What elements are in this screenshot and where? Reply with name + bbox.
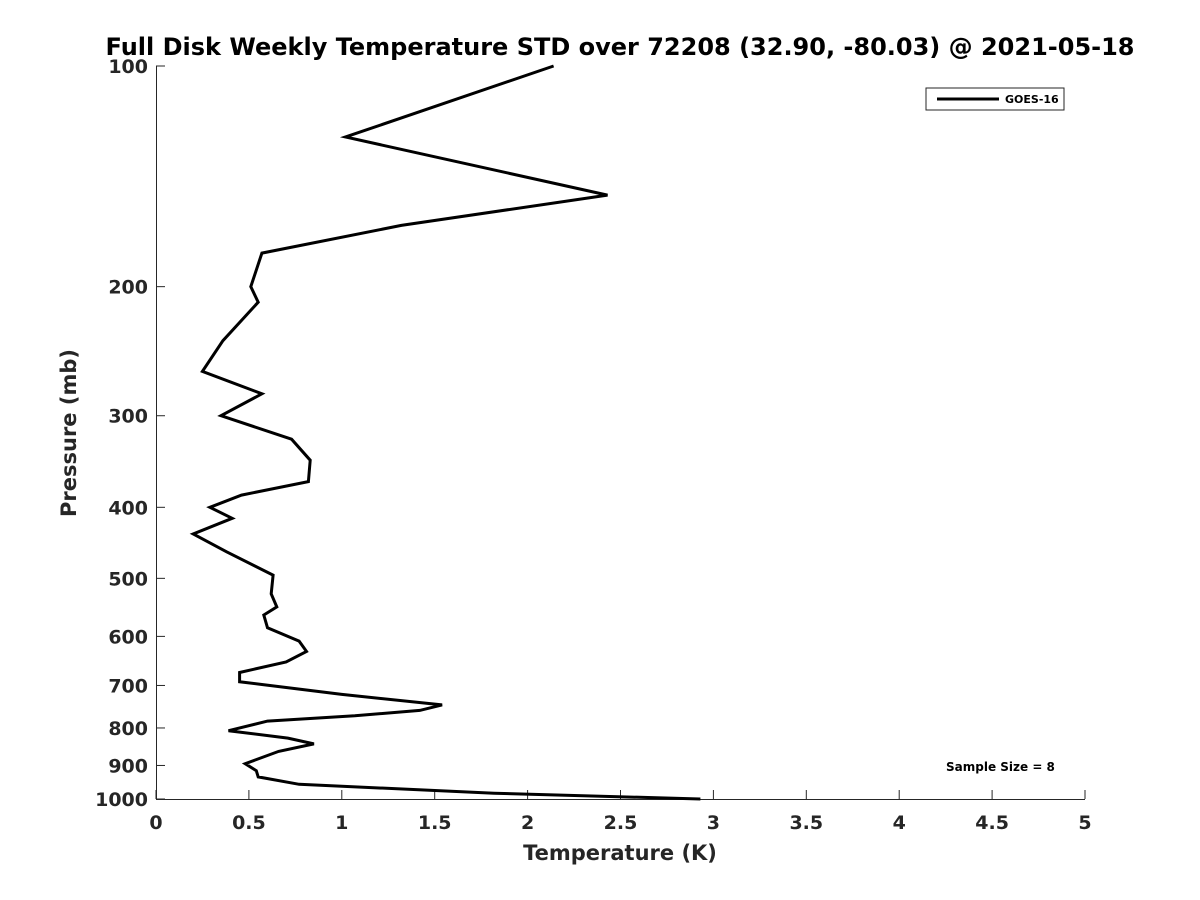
y-tick-label: 700	[108, 675, 148, 697]
x-tick-label: 0	[149, 812, 162, 834]
y-tick-label: 1000	[95, 789, 148, 811]
y-tick-label: 800	[108, 718, 148, 740]
x-tick-label: 4	[893, 812, 906, 834]
legend-label: GOES-16	[1005, 93, 1059, 106]
legend: GOES-16	[925, 87, 1065, 111]
y-tick-label: 500	[108, 568, 148, 590]
x-axis-label: Temperature (K)	[523, 841, 717, 865]
x-tick-label: 3	[707, 812, 720, 834]
y-tick-label: 300	[108, 406, 148, 428]
sample-size-annotation: Sample Size = 8	[946, 760, 1055, 774]
series-layer	[189, 64, 701, 801]
chart-title: Full Disk Weekly Temperature STD over 72…	[106, 33, 1135, 61]
y-tick-label: 100	[108, 56, 148, 78]
x-tick-label: 3.5	[789, 812, 823, 834]
x-tick-label: 1.5	[418, 812, 452, 834]
x-axis-ticks: 0 0.5 1 1.5 2 2.5 3 3.5 4 4.5 5	[149, 790, 1092, 834]
x-tick-label: 0.5	[232, 812, 266, 834]
y-tick-label: 200	[108, 277, 148, 299]
x-tick-label: 1	[335, 812, 348, 834]
y-axis-label: Pressure (mb)	[57, 349, 81, 517]
y-axis-ticks: 100 200 300 400 500 600 700 800 900 1000	[95, 56, 165, 811]
y-tick-label: 400	[108, 497, 148, 519]
series-line-goes-16	[189, 64, 701, 801]
x-tick-label: 5	[1078, 812, 1091, 834]
y-tick-label: 900	[108, 755, 148, 777]
x-tick-label: 4.5	[975, 812, 1009, 834]
plot-area	[156, 66, 1085, 800]
y-tick-label: 600	[108, 626, 148, 648]
x-tick-label: 2	[521, 812, 534, 834]
x-tick-label: 2.5	[604, 812, 638, 834]
